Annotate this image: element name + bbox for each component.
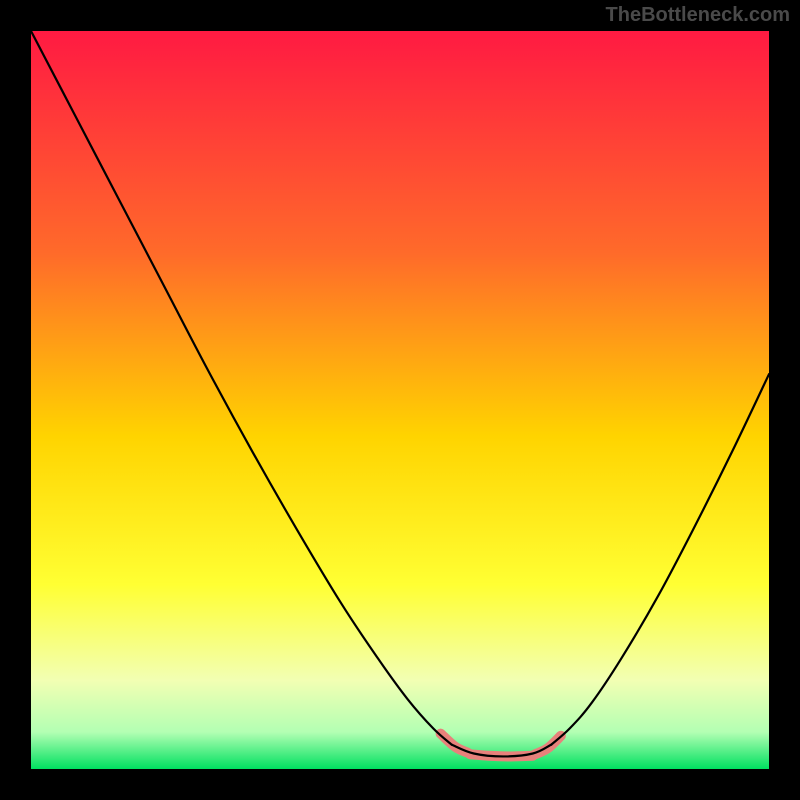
watermark-text: TheBottleneck.com xyxy=(606,4,790,27)
main-curve-group xyxy=(31,31,769,756)
left-arm xyxy=(31,31,452,745)
chart-svg xyxy=(0,0,800,800)
highlight-group xyxy=(441,734,561,757)
right-arm xyxy=(551,374,769,744)
